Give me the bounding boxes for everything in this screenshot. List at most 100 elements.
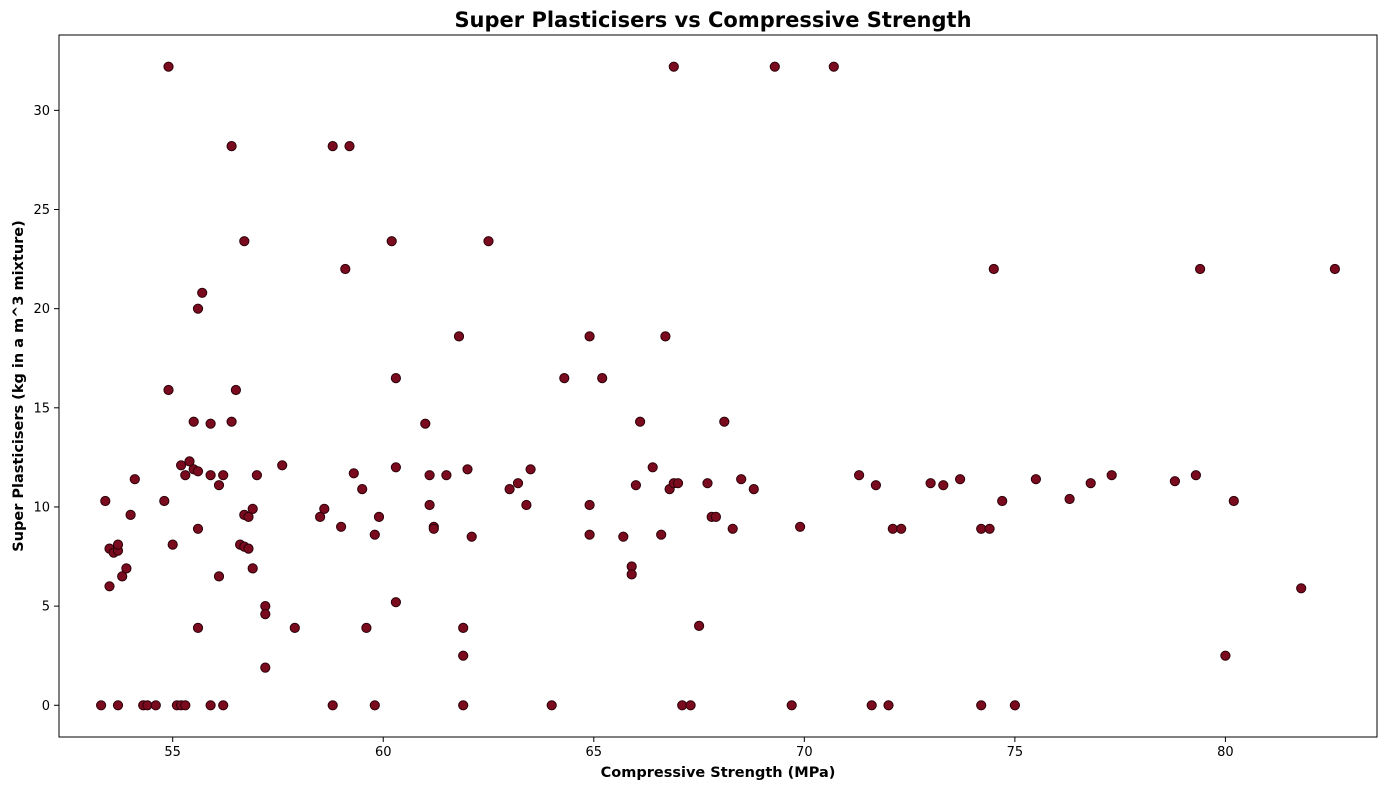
data-point: [466, 531, 477, 542]
data-point: [441, 470, 452, 481]
x-tick-label: 60: [375, 745, 392, 760]
data-point: [1329, 263, 1341, 275]
data-point: [277, 460, 288, 471]
data-point: [369, 529, 380, 540]
data-point: [694, 620, 705, 632]
plot-frame: [58, 34, 1378, 738]
data-point: [213, 571, 225, 582]
chart-title: Super Plasticisers vs Compressive Streng…: [454, 8, 971, 32]
data-point: [976, 700, 987, 711]
data-point: [727, 523, 738, 534]
data-point: [112, 700, 124, 711]
data-point: [243, 543, 254, 554]
data-point: [584, 499, 595, 511]
data-point: [112, 539, 124, 550]
y-tick-label: 5: [42, 600, 50, 615]
y-tick-label: 20: [33, 302, 50, 317]
data-point: [668, 61, 679, 72]
data-point: [218, 700, 229, 711]
data-point: [197, 287, 208, 298]
data-point: [626, 569, 637, 580]
data-point: [677, 700, 688, 711]
data-point: [584, 529, 595, 540]
data-point: [184, 456, 195, 467]
data-point: [117, 571, 128, 582]
data-point: [167, 539, 178, 550]
data-point: [150, 700, 161, 711]
data-point: [163, 384, 174, 396]
data-point: [883, 700, 894, 711]
data-point: [260, 609, 271, 620]
data-point: [129, 474, 140, 485]
y-axis-label: Super Plasticisers (kg in a m^3 mixture): [11, 220, 27, 552]
data-point: [955, 474, 966, 485]
data-point: [192, 622, 204, 634]
data-point: [192, 466, 204, 477]
data-point: [192, 303, 204, 314]
data-point: [618, 531, 629, 542]
data-point: [373, 511, 385, 523]
data-point: [660, 331, 671, 342]
data-point: [348, 468, 359, 479]
data-point: [719, 416, 730, 427]
data-point: [327, 141, 338, 152]
data-point: [336, 521, 347, 532]
data-point: [125, 509, 136, 521]
data-point: [997, 495, 1008, 507]
data-point: [289, 622, 300, 634]
data-point: [559, 373, 570, 384]
data-point: [340, 263, 351, 275]
data-point: [630, 480, 642, 491]
data-point: [854, 470, 865, 481]
data-point: [260, 662, 271, 673]
data-point: [205, 470, 216, 481]
data-point: [96, 700, 107, 711]
x-axis-label: Compressive Strength (MPa): [601, 765, 836, 781]
data-point: [424, 499, 435, 511]
data-point: [243, 511, 254, 523]
data-point: [1085, 478, 1096, 489]
data-point: [736, 474, 747, 485]
data-point: [1220, 650, 1231, 661]
data-point: [213, 480, 225, 491]
data-point: [428, 523, 439, 534]
data-point: [319, 503, 330, 514]
x-tick-label: 70: [796, 745, 813, 760]
data-point: [1064, 493, 1075, 505]
data-point: [702, 478, 713, 489]
data-point: [205, 418, 216, 429]
data-point: [104, 581, 115, 592]
data-point: [1228, 495, 1239, 507]
data-point: [159, 495, 170, 507]
data-point: [925, 478, 936, 489]
data-point: [1009, 700, 1021, 711]
data-point: [176, 460, 187, 471]
data-point: [710, 511, 722, 523]
data-point: [344, 141, 355, 152]
data-point: [315, 511, 326, 523]
y-tick-label: 25: [33, 203, 50, 218]
data-point: [870, 480, 882, 491]
data-point: [458, 700, 469, 711]
data-point: [180, 700, 191, 711]
y-tick-label: 10: [33, 500, 50, 515]
data-point: [672, 478, 684, 489]
data-point: [748, 484, 759, 495]
x-tick-label: 75: [1007, 745, 1024, 760]
data-point: [1190, 470, 1202, 481]
data-point: [546, 700, 557, 711]
data-point: [984, 523, 995, 534]
data-point: [521, 499, 532, 511]
data-point: [424, 470, 435, 481]
data-point: [685, 700, 696, 711]
y-tick-label: 30: [33, 104, 50, 119]
data-point: [512, 478, 524, 489]
data-point: [1030, 474, 1042, 485]
x-tick-label: 80: [1217, 745, 1234, 760]
data-point: [976, 523, 987, 534]
data-point: [458, 622, 469, 634]
data-point: [896, 523, 907, 534]
data-point: [597, 373, 608, 384]
data-point: [647, 462, 658, 473]
